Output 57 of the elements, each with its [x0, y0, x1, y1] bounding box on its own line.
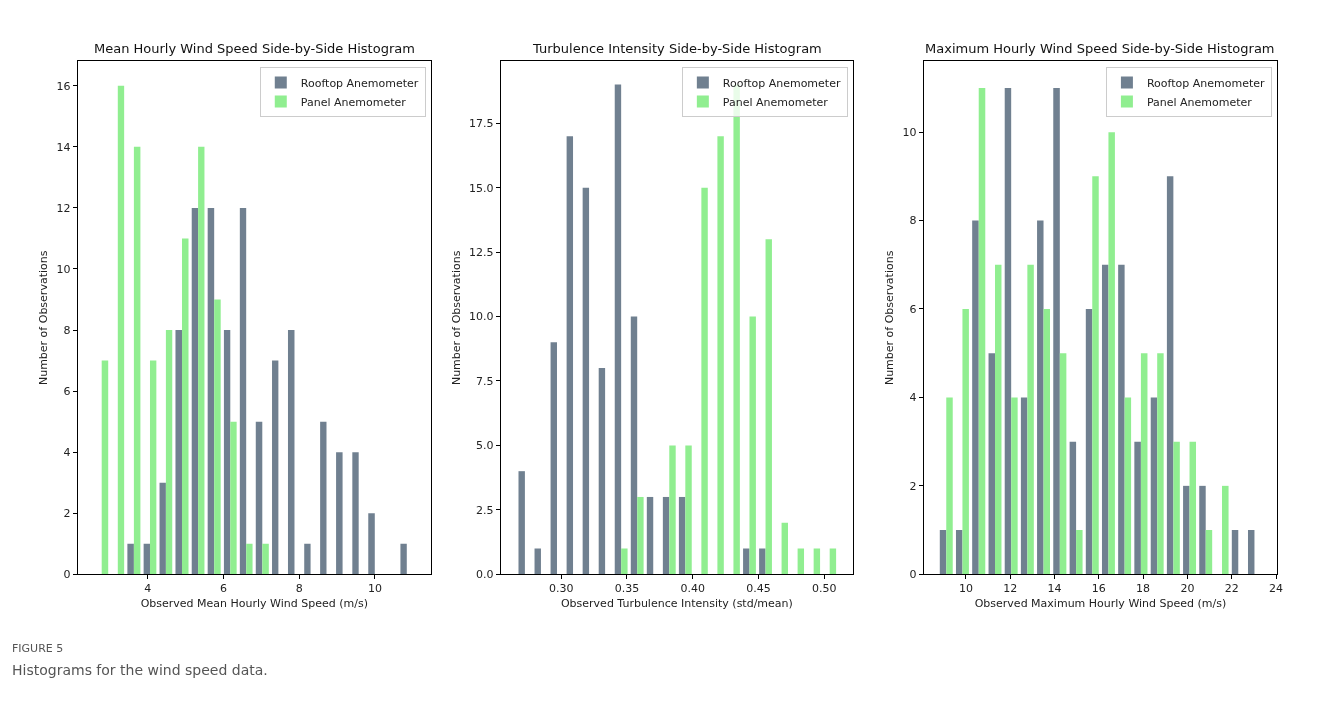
y-tick-label: 0.0 — [476, 568, 494, 582]
x-tick-label: 6 — [219, 582, 227, 596]
y-tick-label: 15.0 — [469, 181, 494, 195]
x-tick-label: 0.50 — [811, 582, 837, 596]
legend-label: Rooftop Anemometer — [722, 76, 841, 90]
y-tick-label: 10.0 — [469, 310, 494, 324]
y-tick-label: 0 — [63, 568, 71, 582]
legend-label: Rooftop Anemometer — [1146, 76, 1265, 90]
x-tick-label: 18 — [1136, 582, 1151, 596]
y-tick-label: 0 — [909, 568, 917, 582]
x-tick-label: 0.35 — [614, 582, 640, 596]
y-tick-label: 5.0 — [476, 439, 494, 453]
x-tick-label: 0.40 — [680, 582, 705, 596]
x-tick-label: 0.45 — [746, 582, 771, 596]
y-tick-label: 2 — [909, 479, 917, 493]
chart-title: Turbulence Intensity Side-by-Side Histogram — [532, 41, 822, 56]
y-tick-label: 7.5 — [476, 374, 494, 388]
legend-label: Panel Anemometer — [1146, 95, 1253, 109]
x-tick-label: 22 — [1224, 582, 1239, 596]
y-tick-label: 4 — [909, 391, 917, 405]
legend-label: Panel Anemometer — [722, 95, 829, 109]
y-tick-label: 2.5 — [476, 503, 494, 517]
x-tick-label: 8 — [295, 582, 303, 596]
x-tick-label: 16 — [1091, 582, 1106, 596]
legend-label: Rooftop Anemometer — [300, 76, 419, 90]
x-tick-label: 24 — [1269, 582, 1284, 596]
y-axis-title: Number of Observations — [449, 250, 463, 386]
y-tick-label: 8 — [909, 214, 917, 228]
chart-title: Mean Hourly Wind Speed Side-by-Side Histogram — [94, 41, 415, 56]
x-tick-label: 20 — [1180, 582, 1195, 596]
x-axis-title: Observed Maximum Hourly Wind Speed (m/s) — [974, 596, 1227, 610]
y-tick-label: 16 — [56, 79, 71, 93]
y-tick-label: 2 — [63, 507, 71, 521]
y-tick-label: 6 — [909, 302, 917, 316]
y-tick-label: 14 — [56, 140, 71, 154]
y-axis-title: Number of Observations — [883, 250, 897, 386]
y-tick-label: 10 — [902, 125, 917, 139]
y-tick-label: 12 — [56, 201, 71, 215]
chart-title: Maximum Hourly Wind Speed Side-by-Side Histogram — [925, 41, 1275, 56]
text: Histograms for the wind speed data. — [12, 662, 268, 678]
caption: FIGURE 5 — [12, 642, 64, 655]
legend-label: Panel Anemometer — [300, 95, 407, 109]
x-tick-label: 10 — [367, 582, 382, 596]
x-axis-title: Observed Mean Hourly Wind Speed (m/s) — [140, 596, 368, 610]
y-tick-label: 12.5 — [469, 245, 494, 259]
y-tick-label: 6 — [63, 384, 71, 398]
x-tick-label: 0.30 — [548, 582, 574, 596]
x-tick-label: 10 — [958, 582, 973, 596]
y-axis-title: Number of Observations — [37, 250, 51, 386]
x-tick-label: 14 — [1047, 582, 1062, 596]
y-tick-label: 4 — [63, 446, 71, 460]
x-tick-label: 4 — [144, 582, 152, 596]
y-tick-label: 17.5 — [469, 117, 494, 131]
x-axis-title: Observed Turbulence Intensity (std/mean) — [560, 596, 793, 610]
y-tick-label: 10 — [56, 262, 71, 276]
x-tick-label: 12 — [1003, 582, 1018, 596]
y-tick-label: 8 — [63, 323, 71, 337]
